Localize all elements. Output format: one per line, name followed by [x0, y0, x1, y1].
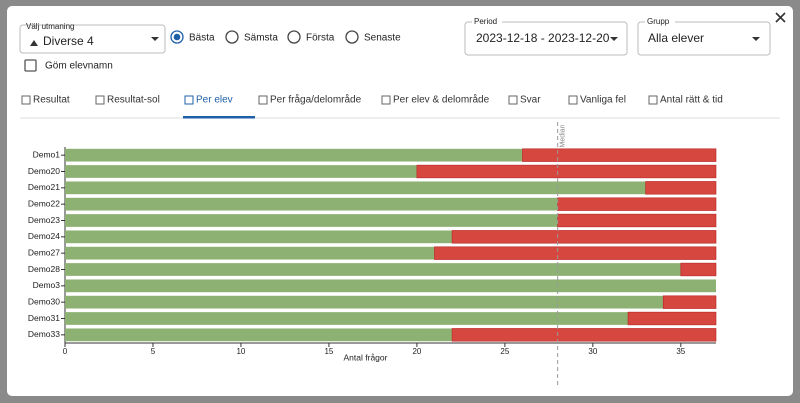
- radio-button[interactable]: [225, 30, 239, 44]
- tab-icon: [648, 95, 658, 105]
- y-tick-label: Demo28: [28, 264, 60, 274]
- close-button[interactable]: [775, 12, 786, 23]
- period-value: 2023-12-18 - 2023-12-20: [476, 31, 610, 45]
- label-gap: [472, 17, 502, 27]
- bar-segment: [522, 148, 717, 162]
- tab[interactable]: Resultat: [33, 95, 70, 106]
- radio-label: Bästa: [189, 33, 215, 44]
- checkbox[interactable]: [24, 59, 37, 72]
- bar-segment: [65, 246, 435, 260]
- bar-segment: [65, 148, 523, 162]
- bar-segment: [451, 328, 717, 342]
- chart: 0 5 10 15 20 25 30 35 Antal frågor Demo1 Demo20 Dem…: [28, 122, 717, 385]
- radio-dot: [173, 33, 181, 41]
- tab[interactable]: Per elev: [196, 95, 233, 106]
- bar-segment: [645, 181, 717, 195]
- bar-segment: [65, 263, 681, 276]
- x-tick-label: 15: [324, 347, 333, 356]
- x-tick-label: 30: [588, 347, 597, 356]
- bar-segment: [65, 295, 664, 309]
- x-tick-label: 25: [500, 347, 509, 356]
- x-axis-label: Antal frågor: [344, 352, 388, 362]
- tab-icon: [184, 95, 194, 105]
- radio-button[interactable]: [287, 30, 301, 44]
- tab-icon: [258, 95, 268, 105]
- group-value: Alla elever: [648, 31, 704, 45]
- y-tick-label: Demo30: [28, 296, 60, 306]
- x-tick-label: 20: [412, 347, 421, 356]
- tab[interactable]: Svar: [520, 95, 541, 106]
- bar-segment: [680, 262, 717, 277]
- controls: Bästa Sämsta Första Senaste Resultat Resultat…: [21, 30, 723, 119]
- tab[interactable]: Antal rätt & tid: [660, 95, 723, 106]
- y-tick-label: Demo31: [28, 313, 60, 323]
- challenge-icon: [30, 40, 38, 46]
- tab-icon: [508, 95, 518, 105]
- bar-segment: [65, 181, 646, 195]
- bar-segment: [65, 312, 629, 325]
- dropdown-arrow: [151, 37, 159, 41]
- y-tick-label: Demo23: [28, 215, 60, 225]
- label-gap: [645, 17, 675, 27]
- tab[interactable]: Resultat-sol: [107, 95, 160, 106]
- y-tick-label: Demo22: [28, 198, 60, 208]
- tab-icon: [95, 95, 105, 105]
- y-tick-label: Demo1: [33, 149, 61, 159]
- tab[interactable]: Per elev & delområde: [393, 94, 490, 106]
- bar-segment: [65, 230, 453, 244]
- bar-segment: [451, 230, 717, 244]
- active-tab-indicator: [183, 116, 255, 119]
- x-tick-label: 10: [236, 347, 245, 356]
- radio-button[interactable]: [345, 30, 359, 44]
- y-tick-label: Demo3: [33, 280, 61, 290]
- bar-segment: [65, 165, 417, 178]
- challenge-select[interactable]: [19, 24, 166, 54]
- x-tick-label: 0: [63, 347, 68, 356]
- group-select[interactable]: [637, 21, 771, 56]
- tab-icon: [568, 95, 578, 105]
- radio-label: Sämsta: [244, 33, 278, 44]
- y-tick-label: Demo27: [28, 247, 60, 257]
- challenge-label: Välj utmaning: [26, 22, 74, 31]
- y-tick-label: Demo20: [28, 166, 60, 176]
- tab[interactable]: Vanliga fel: [580, 95, 626, 106]
- y-tick-label: Demo33: [28, 329, 60, 339]
- radio-label: Första: [306, 33, 335, 44]
- bar-segment: [65, 328, 453, 342]
- bar-segment: [662, 295, 717, 309]
- dropdown-arrow: [610, 37, 618, 41]
- period-select[interactable]: [464, 21, 628, 56]
- bar-segment: [65, 214, 558, 227]
- bar-segment: [557, 197, 717, 211]
- checkbox-label: Göm elevnamn: [45, 61, 113, 72]
- tab-icon: [21, 95, 31, 105]
- radio-label: Senaste: [364, 33, 401, 44]
- bar-segment: [434, 246, 717, 260]
- y-tick-label: Demo24: [28, 231, 60, 241]
- bar-segment: [416, 164, 717, 179]
- period-label: Period: [474, 17, 497, 26]
- bar-segment: [557, 213, 717, 228]
- median-label: Median: [559, 124, 566, 147]
- group-label: Grupp: [647, 17, 670, 26]
- x-tick-label: 5: [151, 347, 156, 356]
- bar-segment: [627, 311, 717, 326]
- bar-segment: [65, 279, 716, 293]
- tab-icon: [381, 95, 391, 105]
- y-tick-label: Demo21: [28, 182, 60, 192]
- bar-segment: [65, 197, 558, 211]
- x-tick-label: 35: [676, 347, 685, 356]
- tab[interactable]: Per fråga/delområde: [270, 94, 362, 106]
- dropdown-arrow: [752, 37, 760, 41]
- challenge-value: Diverse 4: [43, 34, 94, 48]
